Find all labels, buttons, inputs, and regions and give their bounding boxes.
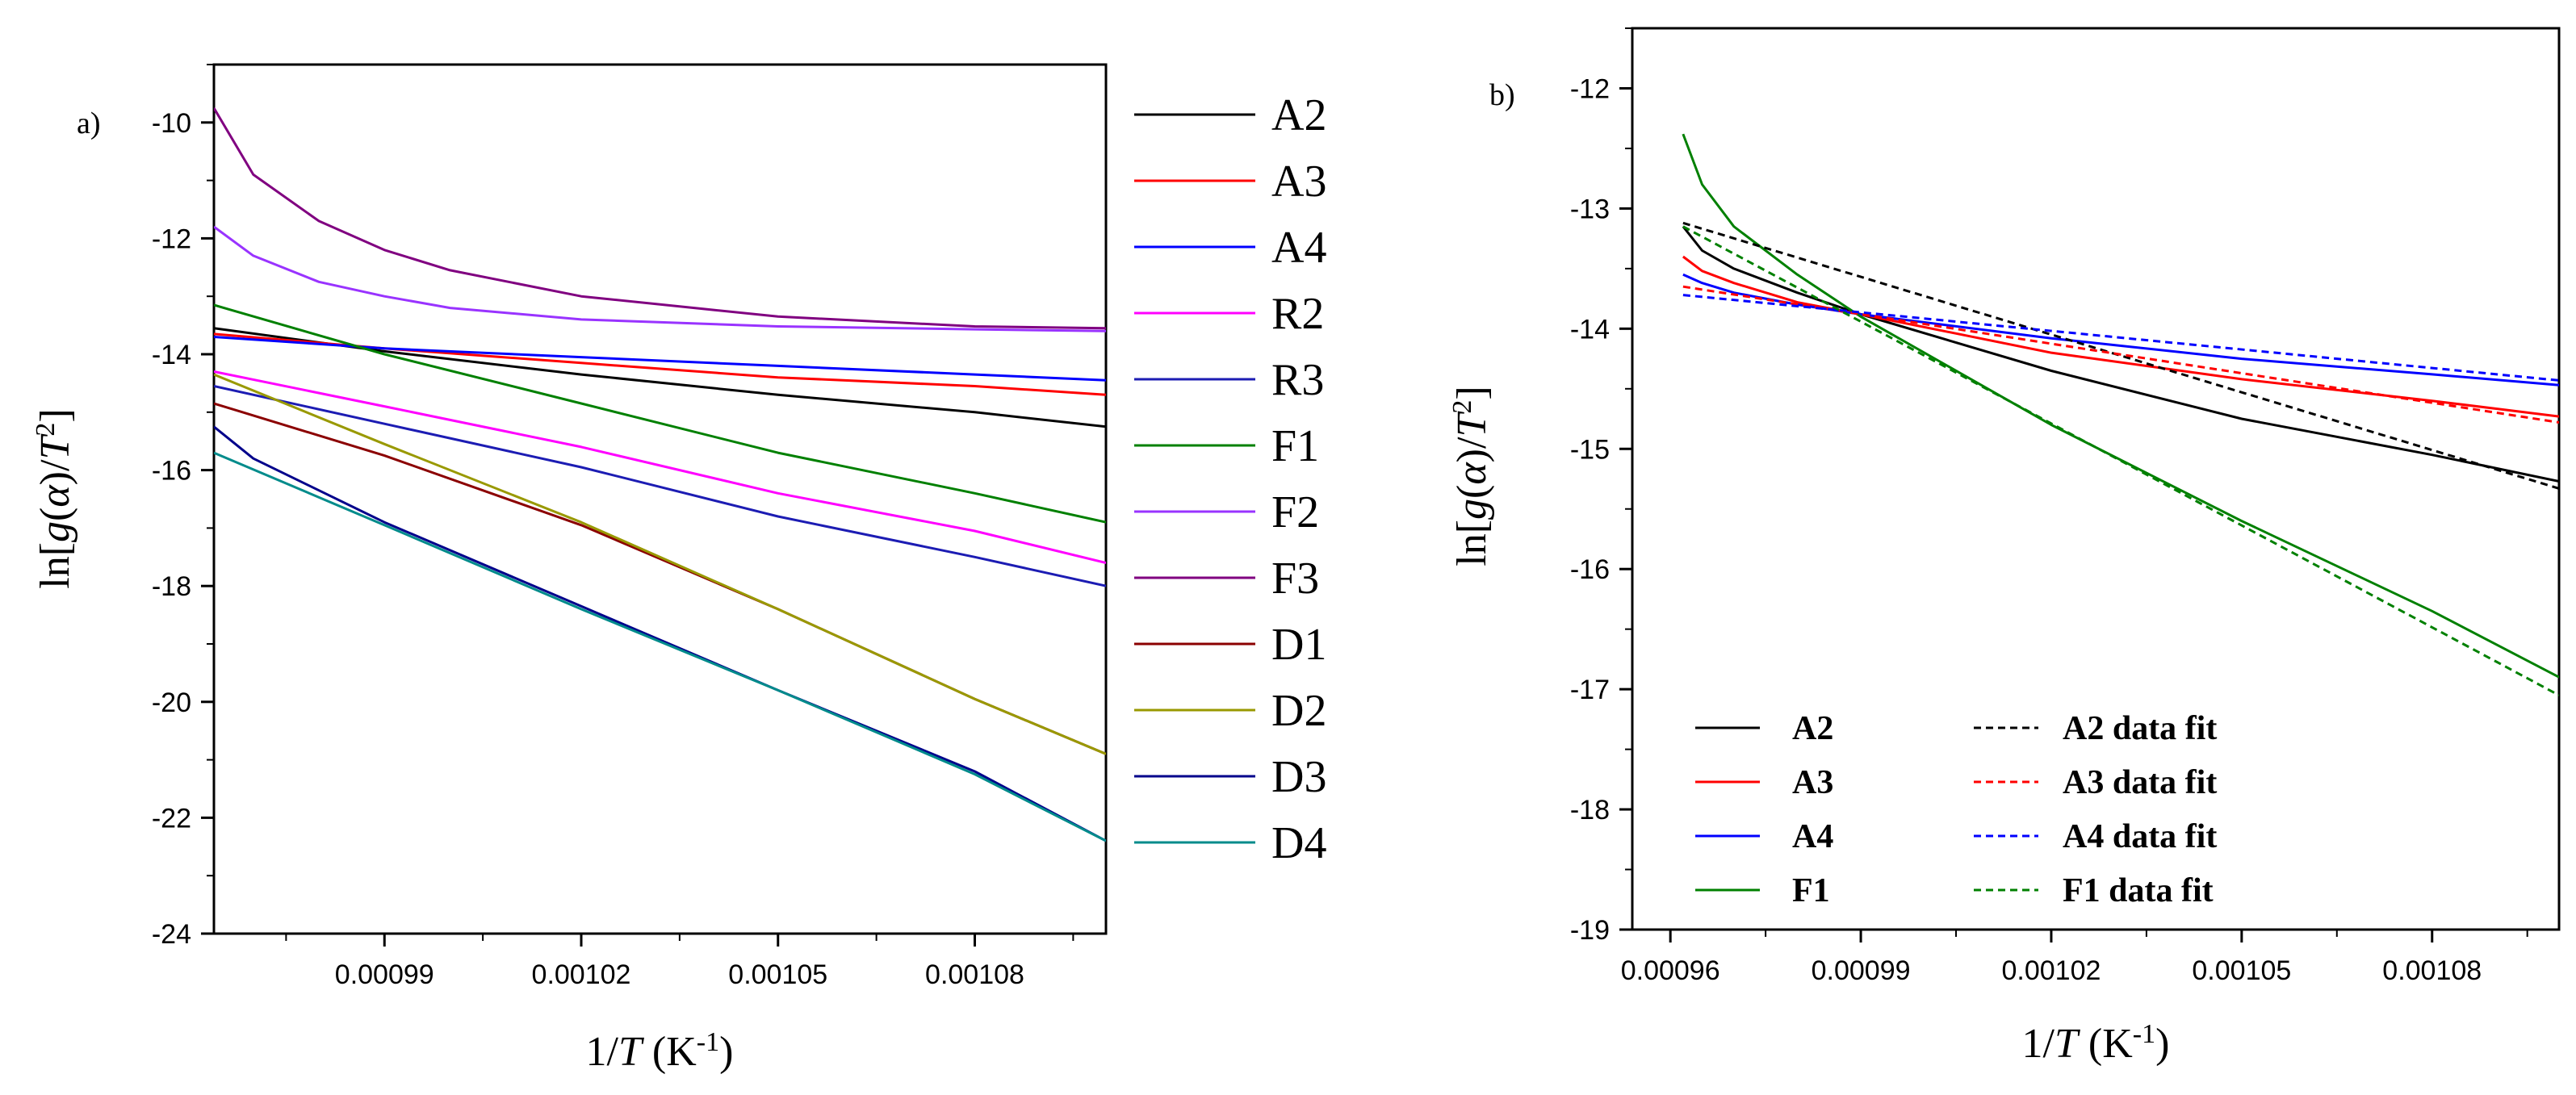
x-tick-label: 0.00096 (1621, 955, 1720, 986)
legend-label: D3 (1271, 752, 1326, 802)
x-tick-label: 0.00102 (2002, 955, 2101, 986)
legend-label: A3 (1271, 157, 1326, 207)
series-line-d2 (214, 373, 1106, 755)
chart-panel-a: 0.00099 0.00102 0.00105 0.00108 -24 -22 -20 -18… (31, 63, 1326, 1076)
series-group (214, 107, 1106, 842)
y-tick-label: -12 (152, 224, 191, 254)
legend-label: D1 (1271, 620, 1326, 670)
y-axis-label: ln[g(α)/T2] (31, 408, 79, 588)
legend-label: R2 (1271, 289, 1324, 339)
series-line-d4 (214, 451, 1106, 842)
y-tick-label: -22 (152, 803, 191, 834)
y-tick-label: -14 (1570, 314, 1610, 345)
y-tick-label: -16 (1570, 554, 1610, 585)
x-tick-label: 0.00105 (728, 959, 827, 990)
panel-label: b) (1489, 78, 1515, 112)
legend-label: R3 (1271, 355, 1324, 405)
y-tick-label: -15 (1570, 434, 1610, 465)
series-line-a4-data-fit (1682, 294, 2559, 382)
legend-label: A4 (1792, 818, 1833, 855)
y-tick-label: -13 (1570, 194, 1610, 224)
chart-panel-b: 0.00096 0.00099 0.00102 0.00105 0.00108 -19 -1… (1447, 27, 2561, 1068)
x-tick-label: 0.00102 (532, 959, 631, 990)
legend-label: A4 (1271, 223, 1326, 273)
legend-label: A3 data fit (2063, 764, 2217, 801)
plot-frame (212, 63, 1108, 935)
x-axis-label: 1/T (K-1) (2022, 1019, 2170, 1068)
series-line-a4 (1682, 273, 2559, 387)
legend-label: A2 (1271, 90, 1326, 140)
y-tick-label: -10 (152, 108, 191, 139)
series-line-f2 (214, 225, 1106, 332)
x-tick-label: 0.00108 (925, 959, 1024, 990)
x-axis-label: 1/T (K-1) (586, 1027, 734, 1076)
y-tick-label: -16 (152, 456, 191, 487)
legend-label: F2 (1271, 487, 1319, 537)
series-line-r2 (214, 370, 1106, 564)
y-tick-label: -18 (1570, 795, 1610, 825)
series-line-r3 (214, 385, 1106, 587)
legend-label: A2 (1792, 710, 1833, 747)
legend-label: F1 data fit (2063, 872, 2214, 909)
legend: A2 A3 A4 F1 A2 data fit A3 data fit A4 data fi… (1695, 710, 2217, 909)
legend-label: F1 (1792, 872, 1830, 909)
series-group (1682, 133, 2559, 696)
series-line-f1 (214, 303, 1106, 524)
legend-label: A4 data fit (2063, 818, 2217, 855)
series-line-a2-data-fit (1682, 221, 2559, 490)
y-axis-label: ln[g(α)/T2] (1447, 386, 1496, 566)
legend-label: A2 data fit (2063, 710, 2217, 747)
series-line-f3 (214, 107, 1106, 330)
x-tick-label: 0.00099 (1812, 955, 1911, 986)
y-tick-label: -12 (1570, 73, 1610, 104)
series-line-f1 (1682, 133, 2559, 679)
legend-label: F1 (1271, 421, 1319, 471)
y-tick-label: -24 (152, 919, 191, 950)
panel-label: a) (77, 107, 101, 140)
plot-frame (1631, 27, 2561, 931)
series-line-d3 (214, 425, 1106, 842)
x-tick-label: 0.00108 (2382, 955, 2482, 986)
series-line-d1 (214, 402, 1106, 755)
legend-label: F3 (1271, 554, 1319, 604)
legend-label: D4 (1271, 818, 1326, 868)
y-tick-label: -20 (152, 688, 191, 718)
y-tick-label: -19 (1570, 915, 1610, 946)
x-tick-label: 0.00099 (335, 959, 434, 990)
y-tick-label: -18 (152, 571, 191, 602)
legend: A2 A3 A4 R2 R3 F1 F2 F3 D1 D2 D3 D4 (1134, 90, 1326, 868)
x-tick-label: 0.00105 (2192, 955, 2291, 986)
y-tick-label: -17 (1570, 675, 1610, 705)
series-line-f1-data-fit (1682, 225, 2559, 696)
legend-label: A3 (1792, 764, 1833, 801)
y-tick-label: -14 (152, 340, 191, 370)
legend-label: D2 (1271, 686, 1326, 736)
